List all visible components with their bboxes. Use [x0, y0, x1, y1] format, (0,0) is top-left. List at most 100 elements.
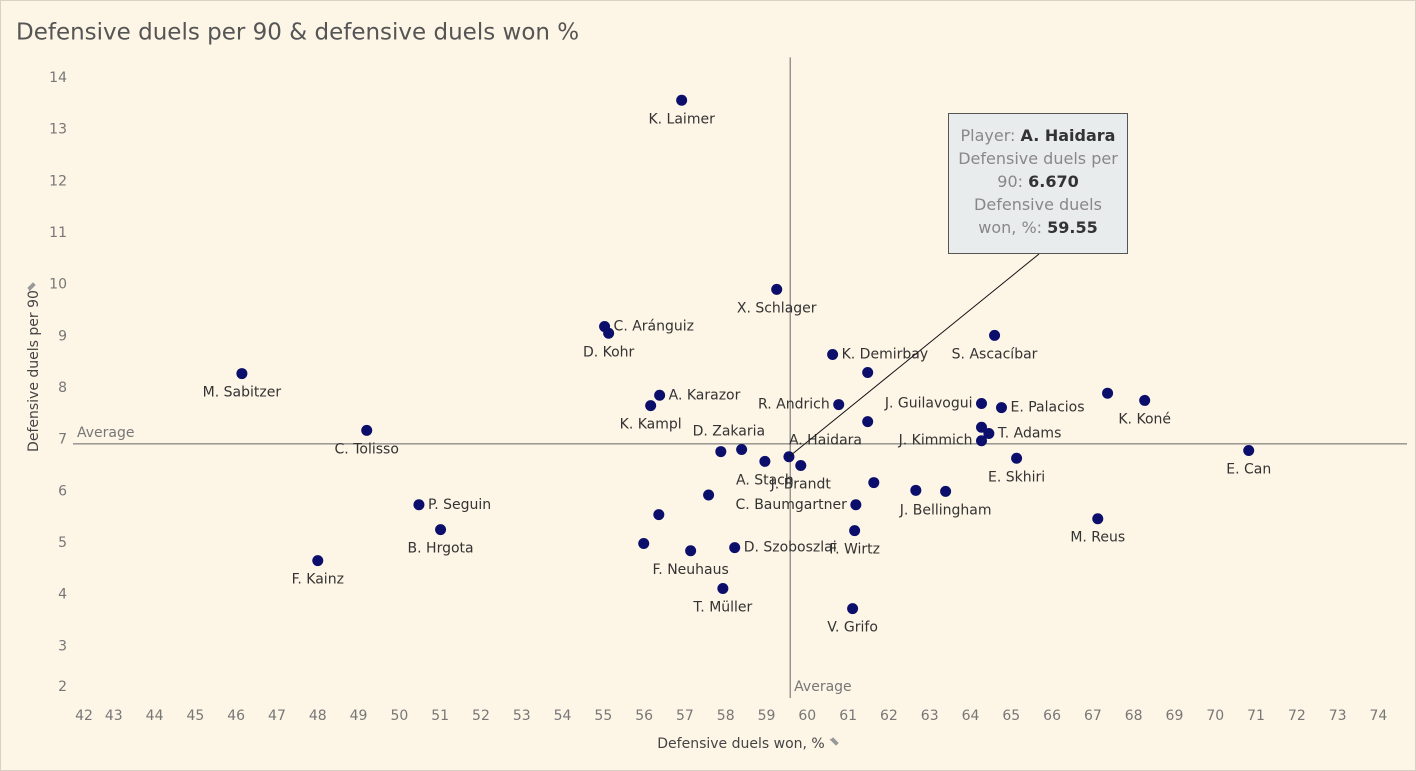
tooltip-label: Defensive duels per 90:: [958, 149, 1118, 191]
point-label: P. Seguin: [428, 497, 491, 513]
point: [413, 499, 425, 511]
point-label: D. Szoboszlai: [744, 540, 837, 556]
point: [653, 509, 665, 521]
x-tick-label: 68: [1125, 708, 1143, 724]
point: [976, 398, 988, 410]
point-label: F. Neuhaus: [652, 562, 728, 578]
point-label: M. Sabitzer: [203, 385, 282, 401]
pin-icon: [829, 737, 839, 746]
y-tick-label: 9: [58, 328, 67, 344]
point: [236, 368, 248, 380]
x-tick-label: 46: [227, 708, 245, 724]
point-label: D. Zakaria: [693, 424, 766, 440]
point: [850, 499, 862, 511]
x-tick-label: 51: [431, 708, 449, 724]
point-label: C. Aránguiz: [614, 319, 694, 335]
x-tick-label: 60: [798, 708, 816, 724]
point: [685, 545, 697, 557]
point: [989, 329, 1001, 341]
point: [862, 416, 874, 428]
x-tick-label: 74: [1370, 708, 1388, 724]
x-tick-label: 72: [1288, 708, 1306, 724]
point: [1139, 394, 1151, 406]
point: [976, 435, 988, 447]
x-tick-label: 61: [839, 708, 857, 724]
x-tick-label: 50: [390, 708, 408, 724]
x-tick-label: 53: [513, 708, 531, 724]
point: [312, 555, 324, 567]
x-tick-label: 56: [635, 708, 653, 724]
point-label: E. Can: [1226, 462, 1271, 478]
point: [868, 477, 880, 489]
point: [759, 455, 771, 467]
point-label: J. Bellingham: [899, 502, 992, 518]
point: [703, 489, 715, 501]
point: [435, 524, 447, 536]
y-tick-label: 7: [58, 432, 67, 448]
x-tick-label: 70: [1206, 708, 1224, 724]
y-tick-label: 6: [58, 483, 67, 499]
y-tick-label: 5: [58, 535, 67, 551]
point-label: K. Laimer: [648, 111, 715, 127]
point-label: S. Ascacíbar: [952, 346, 1038, 362]
x-axis-title: Defensive duels won, %: [657, 736, 824, 752]
point: [1092, 513, 1104, 525]
point: [603, 327, 615, 339]
point: [983, 427, 995, 439]
point-label: J. Guilavogui: [884, 396, 973, 412]
point-label: F. Wirtz: [829, 542, 880, 558]
x-tick-label: 55: [594, 708, 612, 724]
tooltip-value: A. Haidara: [1020, 126, 1116, 145]
point: [717, 582, 729, 594]
point: [849, 525, 861, 537]
x-tick-label: 59: [758, 708, 776, 724]
point-label: M. Reus: [1070, 530, 1125, 546]
y-tick-label: 2: [58, 679, 67, 695]
point-label: T. Müller: [692, 599, 752, 615]
x-tick-label: 71: [1247, 708, 1265, 724]
point-label: E. Skhiri: [988, 469, 1045, 485]
y-tick-label: 13: [49, 122, 67, 138]
point: [995, 402, 1007, 414]
point: [847, 603, 859, 615]
chart-title: Defensive duels per 90 & defensive duels…: [16, 20, 579, 46]
y-tick-label: 10: [49, 277, 67, 293]
point-label: K. Demirbay: [842, 346, 929, 362]
point: [862, 367, 874, 379]
x-tick-label: 65: [1002, 708, 1020, 724]
tooltip: Player: A. Haidara Defensive duels per 9…: [948, 113, 1128, 254]
y-tick-label: 12: [49, 173, 67, 189]
y-tick-label: 14: [49, 70, 67, 86]
average-label: Average: [794, 679, 852, 695]
tooltip-leader: [788, 253, 1040, 458]
point-label: V. Grifo: [827, 620, 878, 636]
point: [1243, 445, 1255, 457]
point-label: J. Brandt: [770, 477, 832, 493]
point-label: F. Kainz: [292, 572, 344, 588]
tooltip-value: 6.670: [1028, 172, 1079, 191]
x-tick-label: 48: [309, 708, 327, 724]
point-label: R. Andrich: [758, 397, 830, 413]
y-tick-label: 3: [58, 638, 67, 654]
point: [827, 348, 839, 360]
tooltip-label: Defensive duels won, %:: [974, 195, 1102, 237]
point: [976, 421, 988, 433]
y-axis-title: Defensive duels per 90: [26, 290, 42, 452]
y-tick-label: 4: [58, 587, 67, 603]
point: [795, 460, 807, 472]
x-tick-label: 49: [350, 708, 368, 724]
point-label: A. Karazor: [669, 387, 741, 403]
x-tick-label: 52: [472, 708, 490, 724]
x-tick-label: 66: [1043, 708, 1061, 724]
x-tick-label: 73: [1329, 708, 1347, 724]
point-label: J. Kimmich: [898, 433, 973, 449]
x-tick-label: 45: [186, 708, 204, 724]
x-tick-label: 44: [146, 708, 164, 724]
point: [676, 94, 688, 106]
x-tick-label: 54: [554, 708, 572, 724]
point-label: K. Kampl: [620, 417, 682, 433]
point: [715, 446, 727, 458]
pin-icon: [27, 282, 36, 292]
